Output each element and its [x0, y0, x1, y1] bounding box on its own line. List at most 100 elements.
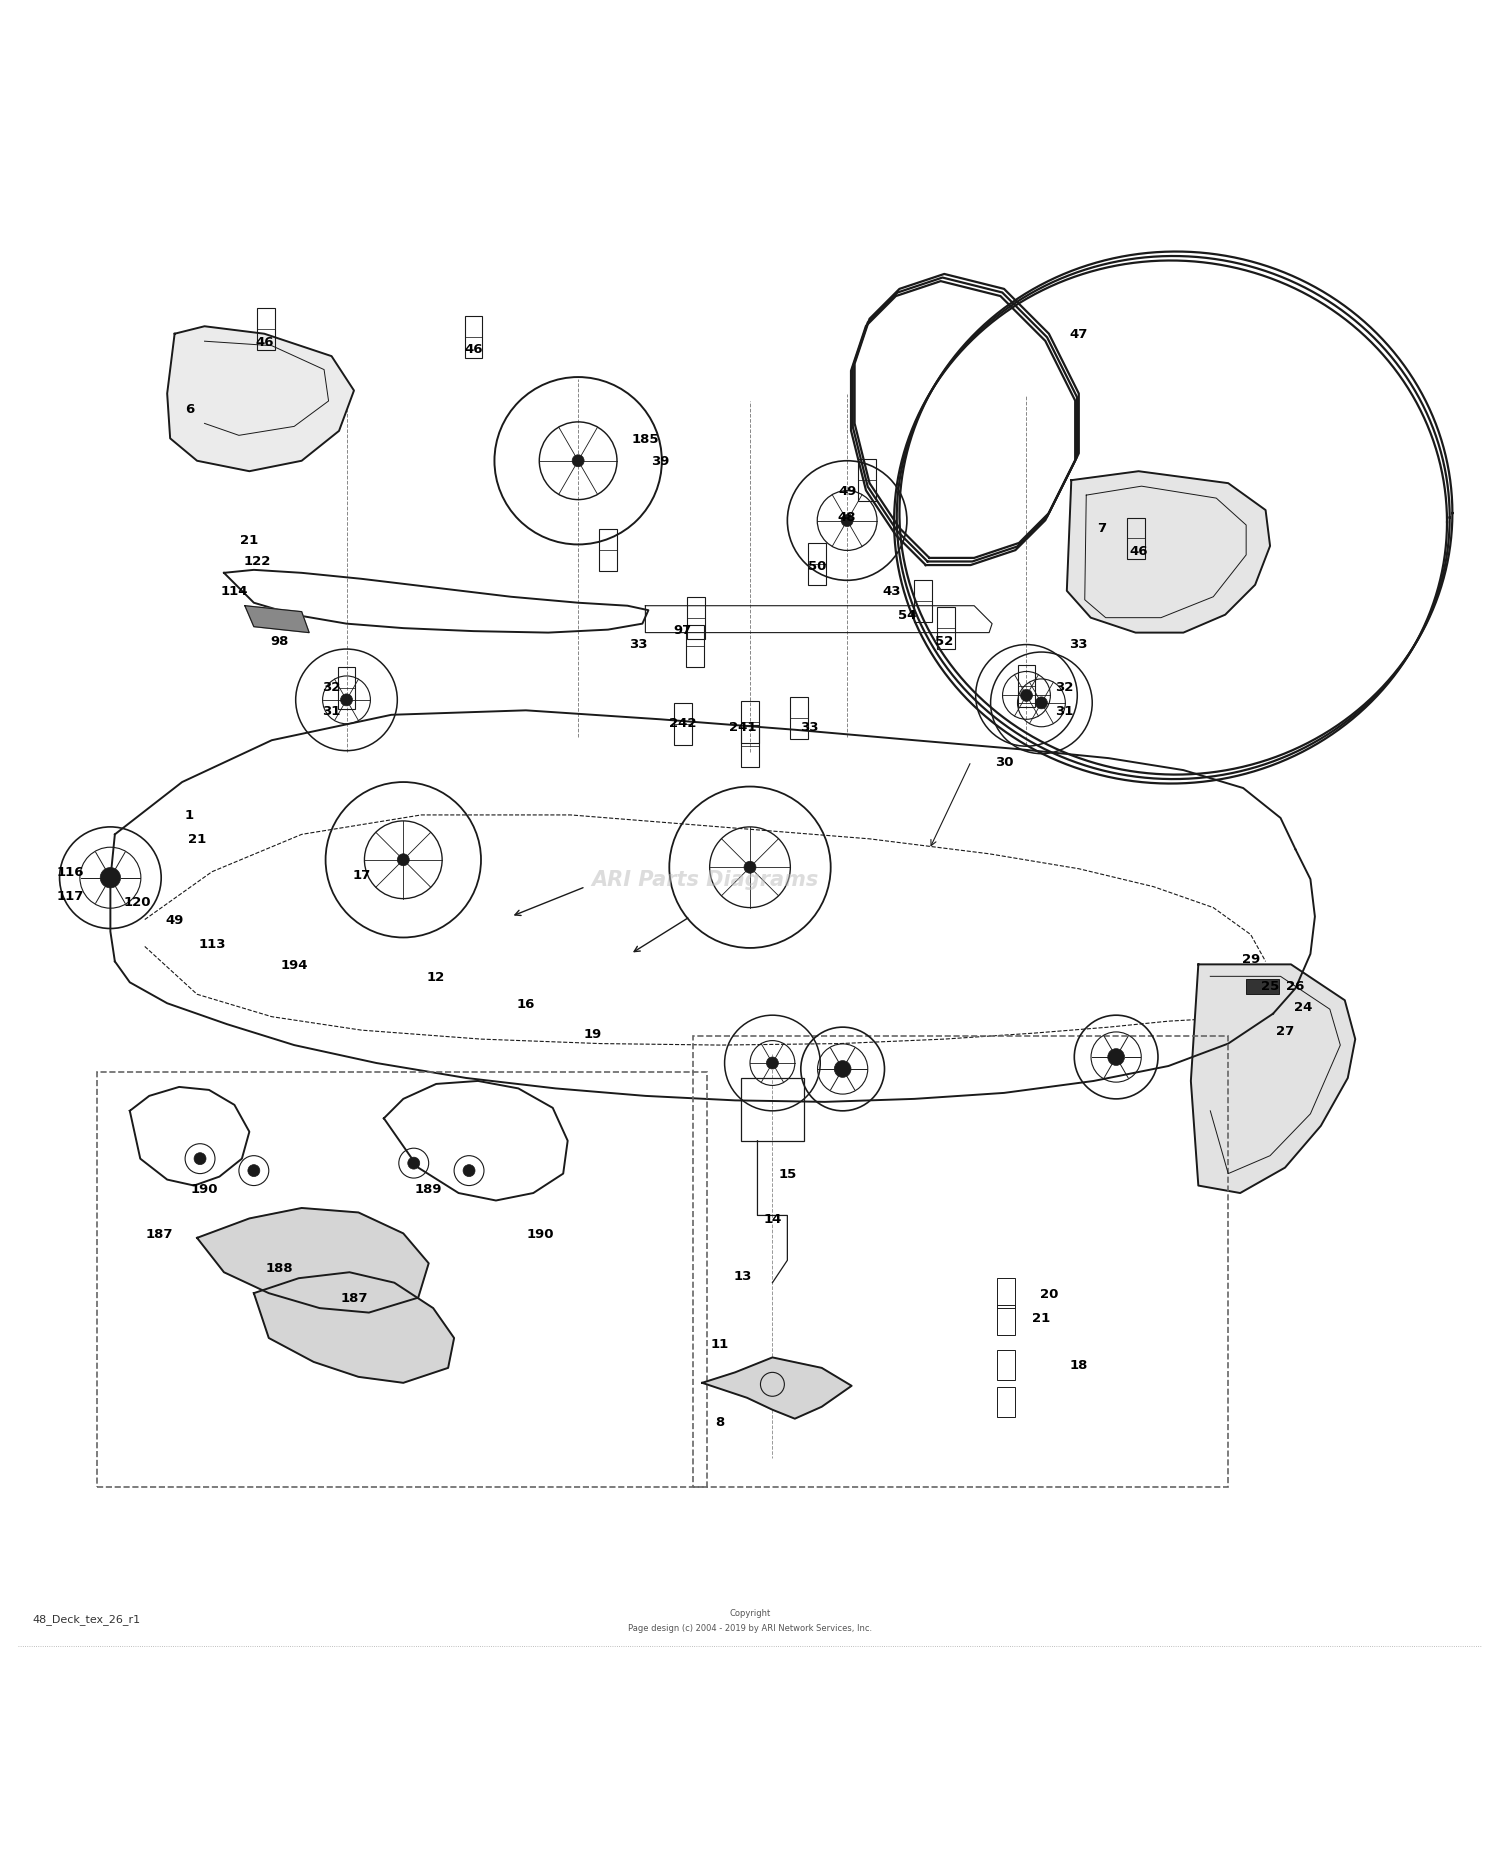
- Text: 32: 32: [322, 680, 340, 693]
- Text: 16: 16: [516, 997, 536, 1010]
- Bar: [741, 725, 759, 768]
- Polygon shape: [702, 1357, 852, 1419]
- Text: 194: 194: [280, 958, 308, 971]
- Text: 50: 50: [808, 559, 826, 572]
- Polygon shape: [254, 1273, 454, 1383]
- Text: 48_Deck_tex_26_r1: 48_Deck_tex_26_r1: [33, 1614, 141, 1625]
- Text: 17: 17: [352, 869, 370, 882]
- Circle shape: [744, 861, 756, 874]
- Text: 113: 113: [198, 938, 225, 951]
- Text: 33: 33: [628, 637, 646, 651]
- Text: 187: 187: [340, 1292, 368, 1305]
- Circle shape: [464, 1165, 476, 1176]
- Text: 14: 14: [764, 1212, 782, 1225]
- Bar: [808, 544, 826, 585]
- Polygon shape: [196, 1208, 429, 1312]
- Circle shape: [248, 1165, 259, 1176]
- Polygon shape: [1066, 472, 1270, 634]
- Text: 46: 46: [1130, 544, 1148, 557]
- Text: 30: 30: [994, 755, 1014, 768]
- Circle shape: [766, 1057, 778, 1070]
- Text: 49: 49: [165, 913, 184, 926]
- Bar: [741, 703, 759, 744]
- Text: 27: 27: [1276, 1023, 1294, 1036]
- Text: 46: 46: [255, 336, 273, 349]
- Text: 190: 190: [190, 1182, 219, 1195]
- Bar: [674, 703, 692, 746]
- Text: 114: 114: [220, 585, 248, 598]
- Bar: [598, 529, 616, 572]
- Circle shape: [842, 514, 854, 528]
- Text: ARI Parts Diagrams: ARI Parts Diagrams: [591, 870, 819, 889]
- Text: 48: 48: [839, 511, 856, 524]
- Bar: [741, 1079, 804, 1141]
- Text: 97: 97: [674, 624, 692, 637]
- Polygon shape: [244, 606, 309, 634]
- Text: 29: 29: [1242, 953, 1260, 966]
- Text: 120: 120: [123, 895, 152, 908]
- Bar: [858, 460, 876, 501]
- Text: Page design (c) 2004 - 2019 by ARI Network Services, Inc.: Page design (c) 2004 - 2019 by ARI Netwo…: [628, 1624, 872, 1633]
- Bar: [996, 1305, 1014, 1335]
- Bar: [1246, 980, 1280, 995]
- Circle shape: [340, 695, 352, 706]
- Text: 116: 116: [57, 865, 84, 878]
- Text: 26: 26: [1287, 979, 1305, 992]
- Text: 25: 25: [1262, 979, 1280, 992]
- Text: 31: 31: [1054, 705, 1072, 718]
- Text: 43: 43: [882, 585, 902, 598]
- Text: 242: 242: [669, 716, 696, 729]
- Bar: [686, 626, 703, 667]
- Text: 190: 190: [526, 1227, 555, 1240]
- Text: 98: 98: [270, 634, 288, 647]
- Text: 31: 31: [322, 705, 340, 718]
- Circle shape: [834, 1061, 850, 1077]
- Bar: [790, 697, 808, 740]
- Bar: [98, 1072, 706, 1487]
- Polygon shape: [166, 326, 354, 472]
- Text: 33: 33: [801, 721, 819, 734]
- Text: 8: 8: [716, 1415, 724, 1428]
- Bar: [1017, 665, 1035, 708]
- Circle shape: [572, 455, 584, 468]
- Text: 39: 39: [651, 455, 669, 468]
- Text: 1: 1: [184, 809, 194, 822]
- Text: 21: 21: [240, 535, 258, 548]
- Circle shape: [194, 1154, 206, 1165]
- Text: 15: 15: [778, 1167, 796, 1180]
- Polygon shape: [1191, 966, 1356, 1193]
- Text: 52: 52: [934, 634, 954, 647]
- Bar: [687, 598, 705, 639]
- Text: 12: 12: [427, 971, 445, 984]
- Text: 122: 122: [243, 555, 270, 569]
- Text: 19: 19: [584, 1027, 602, 1040]
- Text: 13: 13: [734, 1269, 752, 1282]
- Text: 21: 21: [188, 833, 206, 846]
- Text: 21: 21: [1032, 1310, 1050, 1323]
- Text: 46: 46: [465, 343, 483, 356]
- Bar: [996, 1387, 1014, 1417]
- Circle shape: [1035, 697, 1047, 710]
- Bar: [996, 1279, 1014, 1309]
- Bar: [338, 667, 356, 710]
- Circle shape: [1108, 1049, 1125, 1066]
- Text: 49: 49: [839, 485, 856, 498]
- Text: 189: 189: [416, 1182, 442, 1195]
- Text: 185: 185: [632, 432, 658, 445]
- Text: 20: 20: [1040, 1286, 1058, 1299]
- Bar: [256, 309, 274, 350]
- Bar: [996, 1350, 1014, 1379]
- Circle shape: [398, 854, 410, 867]
- Circle shape: [100, 869, 120, 889]
- Text: 241: 241: [729, 721, 756, 734]
- Bar: [465, 317, 483, 358]
- Text: 7: 7: [1096, 522, 1106, 535]
- Text: 32: 32: [1054, 680, 1072, 693]
- Text: 24: 24: [1294, 1001, 1312, 1014]
- Bar: [915, 582, 933, 623]
- Bar: [693, 1036, 1228, 1487]
- Text: 18: 18: [1070, 1359, 1088, 1372]
- Text: Copyright: Copyright: [729, 1609, 771, 1618]
- Text: 6: 6: [184, 403, 194, 416]
- Bar: [938, 608, 954, 651]
